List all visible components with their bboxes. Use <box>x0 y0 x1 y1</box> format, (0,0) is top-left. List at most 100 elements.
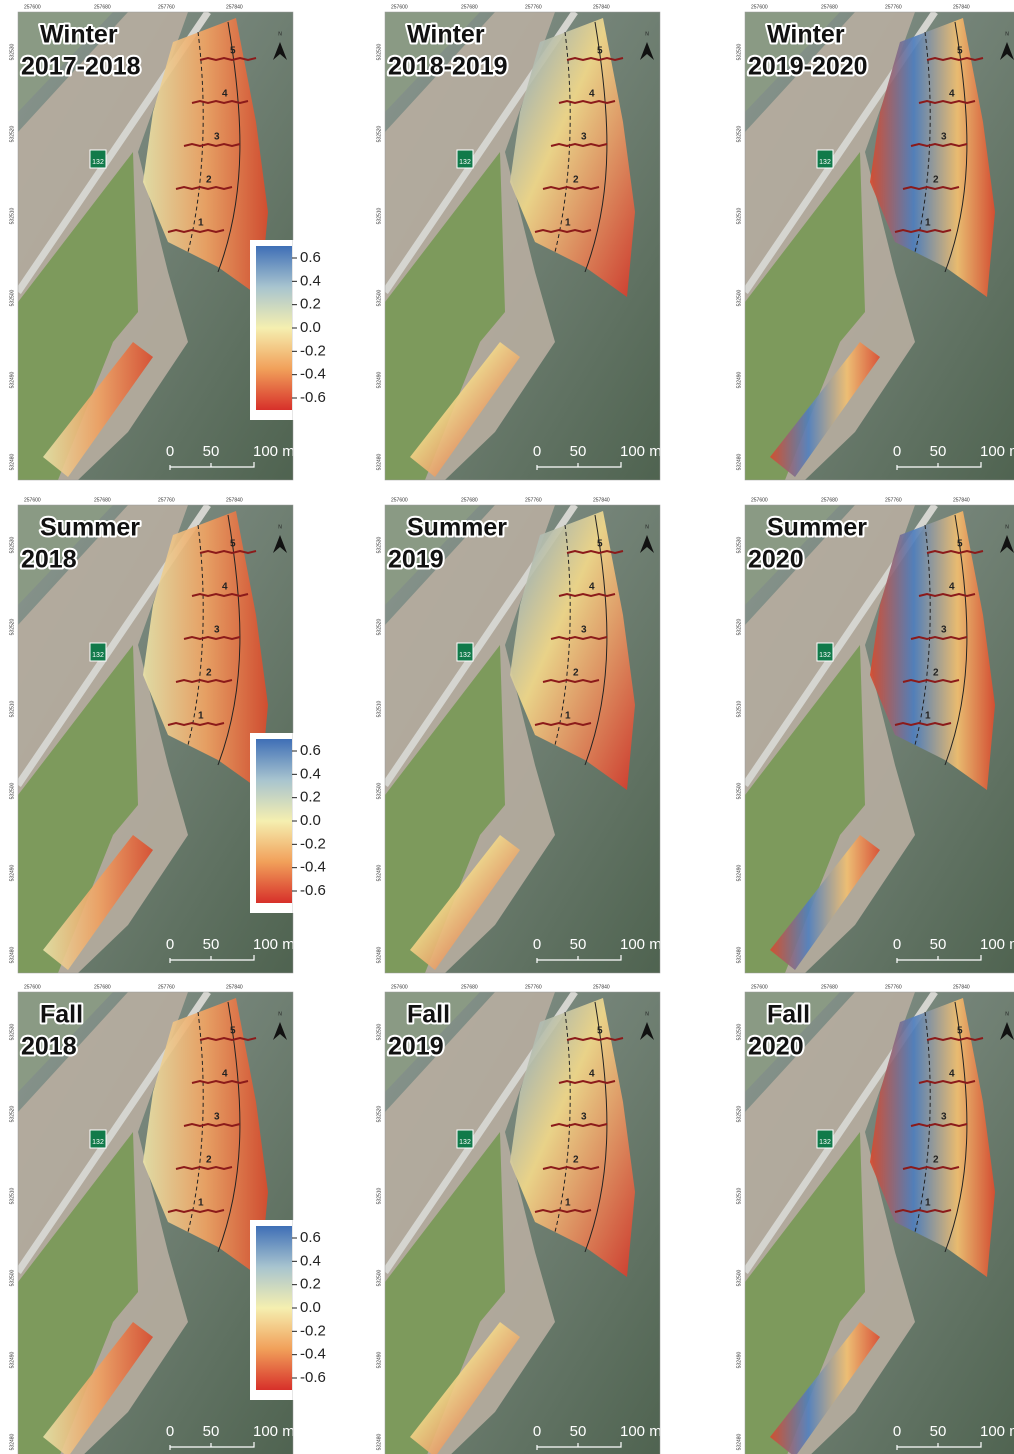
panel-title: Winter <box>767 21 845 49</box>
x-tick-label: 257840 <box>226 497 243 503</box>
panel-title: Winter <box>40 21 118 49</box>
y-tick-label: 532530 <box>9 1023 15 1040</box>
transect-label: 5 <box>230 1026 236 1037</box>
scale-label: 50 <box>930 443 947 460</box>
y-tick-label: 532510 <box>736 1187 742 1204</box>
y-tick-label: 532530 <box>376 536 382 553</box>
y-tick-label: 532480 <box>376 1433 382 1450</box>
transect-label: 1 <box>565 1198 571 1209</box>
x-tick-label: 257680 <box>461 4 478 10</box>
y-tick-label: 532500 <box>736 1269 742 1286</box>
panel-title: 2019-2020 <box>748 53 868 81</box>
panel-title: Fall <box>767 1001 810 1029</box>
colorbar-label: 0.6 <box>300 742 321 759</box>
north-label: N <box>1005 524 1009 530</box>
y-tick-label: 532530 <box>736 536 742 553</box>
scale-label: 50 <box>203 936 220 953</box>
y-tick-label: 532480 <box>376 946 382 963</box>
road-sign-label: 132 <box>819 1139 831 1146</box>
road-sign-label: 132 <box>459 159 471 166</box>
y-tick-label: 532520 <box>9 1105 15 1122</box>
transect-label: 3 <box>214 132 220 143</box>
transect-label: 2 <box>573 175 579 186</box>
transect-label: 2 <box>206 175 212 186</box>
scale-label: 50 <box>930 936 947 953</box>
map-panel: 12345132NWinter2017-2018050100 m0.60.40.… <box>9 4 353 480</box>
y-tick-label: 532510 <box>376 700 382 717</box>
north-label: N <box>278 1011 282 1017</box>
north-label: N <box>278 31 282 37</box>
y-tick-label: 532490 <box>736 371 742 388</box>
transect-label: 1 <box>925 1198 931 1209</box>
colorbar-label: -0.6 <box>300 882 326 899</box>
colorbar-label: -0.6 <box>300 1369 326 1386</box>
transect-label: 1 <box>565 218 571 229</box>
scale-label: 100 m <box>980 443 1014 460</box>
y-tick-label: 532480 <box>9 453 15 470</box>
scale-label: 100 m <box>980 1423 1014 1440</box>
x-tick-label: 257680 <box>94 497 111 503</box>
colorbar <box>256 1226 292 1390</box>
y-tick-label: 532480 <box>736 946 742 963</box>
panel-title: 2019 <box>388 1033 444 1061</box>
north-label: N <box>278 524 282 530</box>
colorbar-label: 0.0 <box>300 319 321 336</box>
y-tick-label: 532480 <box>736 453 742 470</box>
colorbar-label: 0.0 <box>300 1299 321 1316</box>
transect-label: 3 <box>214 625 220 636</box>
colorbar <box>256 739 292 903</box>
figure: 12345132NWinter2017-2018050100 m0.60.40.… <box>0 0 1014 1454</box>
y-tick-label: 532520 <box>376 125 382 142</box>
transect-label: 2 <box>206 1155 212 1166</box>
scale-label: 0 <box>893 936 901 953</box>
panel-title: 2017-2018 <box>21 53 141 81</box>
x-tick-label: 257840 <box>593 984 610 990</box>
transect-label: 1 <box>925 711 931 722</box>
map-panel: 12345132NSummer2020050100 m2576002576802… <box>736 497 1014 973</box>
x-tick-label: 257840 <box>593 497 610 503</box>
transect-label: 3 <box>214 1112 220 1123</box>
y-tick-label: 532500 <box>376 289 382 306</box>
y-tick-label: 532520 <box>736 618 742 635</box>
north-label: N <box>1005 1011 1009 1017</box>
transect-label: 3 <box>941 132 947 143</box>
scale-label: 50 <box>203 1423 220 1440</box>
y-tick-label: 532530 <box>9 43 15 60</box>
scale-label: 0 <box>533 1423 541 1440</box>
y-tick-label: 532480 <box>736 1433 742 1450</box>
scale-label: 0 <box>166 443 174 460</box>
y-tick-label: 532520 <box>9 618 15 635</box>
y-tick-label: 532500 <box>9 782 15 799</box>
scale-label: 0 <box>893 443 901 460</box>
transect-label: 4 <box>222 1069 228 1080</box>
y-tick-label: 532510 <box>9 700 15 717</box>
map-body: 12345132NWinter2019-2020050100 m <box>745 12 1014 480</box>
x-tick-label: 257840 <box>226 984 243 990</box>
scale-label: 0 <box>166 936 174 953</box>
north-label: N <box>645 524 649 530</box>
map-body: 12345132NWinter2018-2019050100 m <box>385 12 662 480</box>
y-tick-label: 532530 <box>9 536 15 553</box>
panel-title: 2018 <box>21 546 77 574</box>
colorbar-label: -0.4 <box>300 366 326 383</box>
map-body: 12345132NWinter2017-2018050100 m <box>18 12 310 480</box>
colorbar-label: -0.2 <box>300 1322 326 1339</box>
x-tick-label: 257760 <box>158 984 175 990</box>
scale-label: 50 <box>570 936 587 953</box>
colorbar-label: 0.6 <box>300 249 321 266</box>
road-sign-label: 132 <box>459 652 471 659</box>
x-tick-label: 257600 <box>391 4 408 10</box>
north-label: N <box>645 1011 649 1017</box>
x-tick-label: 257840 <box>593 4 610 10</box>
y-tick-label: 532480 <box>9 946 15 963</box>
colorbar-label: -0.6 <box>300 389 326 406</box>
y-tick-label: 532500 <box>376 1269 382 1286</box>
panel-title: Winter <box>407 21 485 49</box>
transect-label: 5 <box>597 539 603 550</box>
transect-label: 2 <box>206 668 212 679</box>
scale-label: 50 <box>570 1423 587 1440</box>
transect-label: 1 <box>198 218 204 229</box>
transect-label: 5 <box>597 1026 603 1037</box>
road-sign-label: 132 <box>819 652 831 659</box>
x-tick-label: 257840 <box>953 984 970 990</box>
